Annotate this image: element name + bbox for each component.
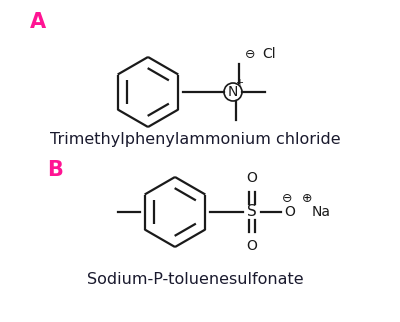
- Text: ⊖: ⊖: [282, 193, 292, 205]
- Text: Na: Na: [312, 205, 331, 219]
- Text: O: O: [284, 205, 296, 219]
- Text: Trimethylphenylammonium chloride: Trimethylphenylammonium chloride: [50, 131, 340, 147]
- Text: Cl: Cl: [262, 47, 276, 61]
- Text: S: S: [247, 204, 257, 220]
- Text: Sodium-P-toluenesulfonate: Sodium-P-toluenesulfonate: [87, 272, 303, 288]
- Text: O: O: [246, 239, 258, 253]
- Text: O: O: [246, 171, 258, 185]
- Text: A: A: [30, 12, 46, 32]
- Text: B: B: [47, 160, 63, 180]
- Text: +: +: [235, 78, 243, 88]
- Text: ⊖: ⊖: [245, 48, 255, 61]
- Text: ⊕: ⊕: [302, 193, 312, 205]
- Text: N: N: [228, 85, 238, 99]
